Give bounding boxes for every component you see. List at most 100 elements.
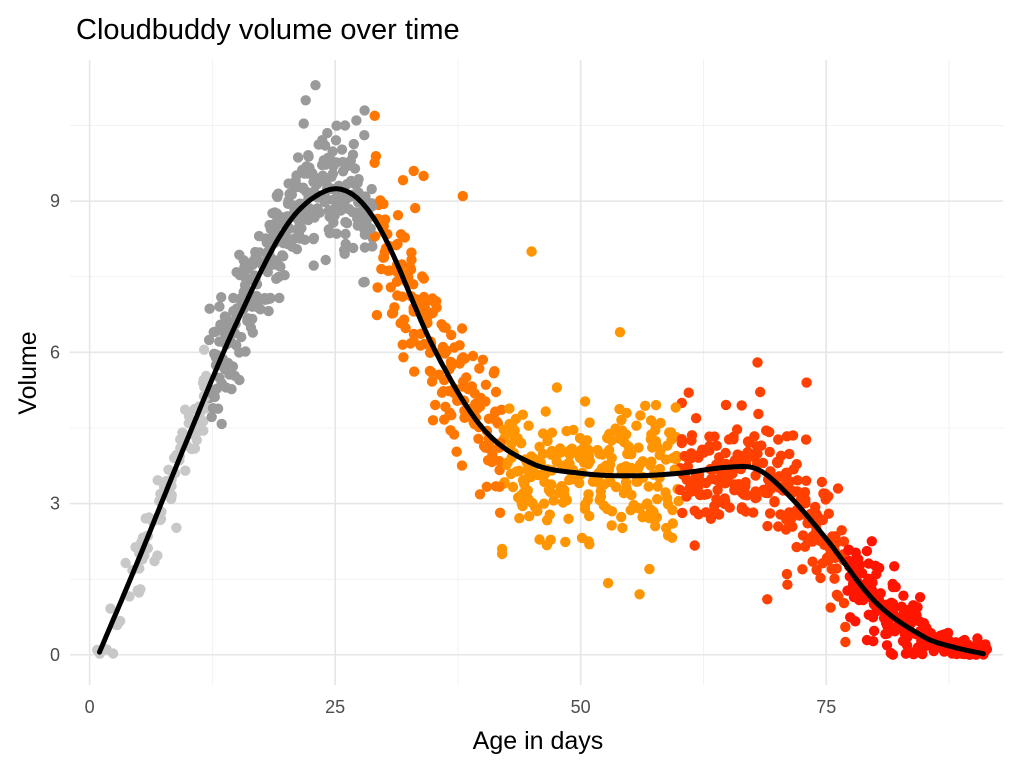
- data-point: [917, 618, 928, 629]
- data-point: [514, 465, 525, 476]
- data-point: [905, 610, 917, 621]
- data-point: [522, 485, 533, 496]
- data-point: [214, 372, 225, 383]
- data-point: [616, 511, 627, 523]
- data-point: [825, 602, 836, 613]
- data-point: [331, 120, 342, 131]
- data-point: [527, 497, 538, 509]
- data-point: [171, 522, 182, 533]
- data-point: [709, 500, 720, 512]
- data-point: [523, 420, 534, 431]
- data-point: [729, 484, 741, 496]
- data-point: [408, 279, 419, 290]
- data-point: [348, 242, 359, 254]
- data-point: [494, 455, 505, 467]
- data-point: [537, 448, 549, 459]
- data-point: [217, 322, 228, 333]
- data-point: [473, 433, 484, 444]
- data-point: [152, 475, 163, 486]
- data-point: [299, 234, 310, 245]
- outlier-point: [801, 377, 812, 388]
- data-point: [645, 460, 656, 471]
- data-point: [787, 430, 799, 441]
- data-point: [214, 301, 225, 312]
- data-point: [400, 322, 411, 334]
- data-point: [386, 308, 398, 319]
- x-axis-title: Age in days: [473, 727, 604, 755]
- data-point: [817, 514, 828, 526]
- data-point: [240, 346, 251, 357]
- data-point: [816, 476, 828, 488]
- chart-title: Cloudbuddy volume over time: [76, 14, 460, 46]
- data-point: [799, 541, 811, 552]
- outlier-point: [418, 170, 429, 182]
- data-point: [107, 648, 119, 659]
- data-point: [228, 292, 239, 304]
- data-point: [524, 511, 535, 522]
- data-point: [229, 370, 240, 381]
- data-point: [337, 166, 349, 177]
- data-point: [288, 181, 299, 192]
- data-point: [635, 410, 646, 421]
- data-point: [594, 494, 605, 506]
- data-point: [650, 425, 661, 436]
- data-point: [287, 234, 299, 245]
- data-point: [372, 282, 383, 293]
- data-point: [426, 376, 438, 387]
- data-point: [784, 448, 795, 460]
- data-point: [359, 130, 370, 141]
- data-point: [514, 513, 525, 524]
- data-point: [548, 495, 559, 506]
- data-point: [889, 561, 900, 572]
- data-point: [815, 572, 826, 584]
- outlier-point: [408, 165, 419, 177]
- outlier-point: [781, 568, 793, 580]
- data-point: [456, 460, 468, 471]
- data-point: [674, 484, 686, 496]
- data-point: [247, 313, 258, 325]
- data-point: [602, 577, 614, 589]
- data-point: [391, 240, 402, 251]
- data-point: [810, 507, 821, 519]
- data-point: [720, 447, 731, 459]
- data-point: [427, 293, 438, 304]
- data-point: [836, 525, 847, 536]
- data-point: [641, 498, 652, 510]
- data-point: [430, 399, 441, 411]
- data-point: [651, 512, 662, 523]
- data-point: [807, 556, 818, 567]
- data-point: [467, 350, 479, 362]
- data-point: [881, 640, 893, 651]
- data-point: [850, 547, 861, 558]
- data-point: [212, 403, 224, 414]
- data-point: [581, 435, 593, 446]
- data-point: [564, 449, 575, 460]
- data-point: [269, 255, 281, 266]
- data-point: [336, 144, 348, 155]
- data-point: [861, 545, 873, 557]
- data-point: [152, 550, 163, 561]
- data-point: [337, 156, 348, 168]
- data-point: [206, 411, 217, 423]
- data-point: [702, 488, 713, 500]
- data-point: [771, 456, 783, 468]
- data-point: [751, 492, 762, 503]
- data-point: [838, 536, 850, 547]
- data-point: [209, 391, 220, 403]
- data-point: [866, 536, 877, 547]
- data-point: [760, 487, 771, 499]
- data-point: [357, 216, 368, 227]
- data-point: [314, 207, 325, 218]
- data-point: [762, 520, 773, 532]
- data-point: [398, 352, 409, 363]
- data-point: [621, 482, 632, 493]
- data-point: [406, 247, 417, 258]
- data-point: [890, 581, 901, 593]
- outlier-point: [644, 563, 655, 575]
- data-point: [392, 210, 404, 221]
- data-point: [670, 402, 681, 413]
- data-point: [431, 302, 442, 313]
- data-point: [900, 648, 912, 659]
- data-point: [376, 263, 387, 275]
